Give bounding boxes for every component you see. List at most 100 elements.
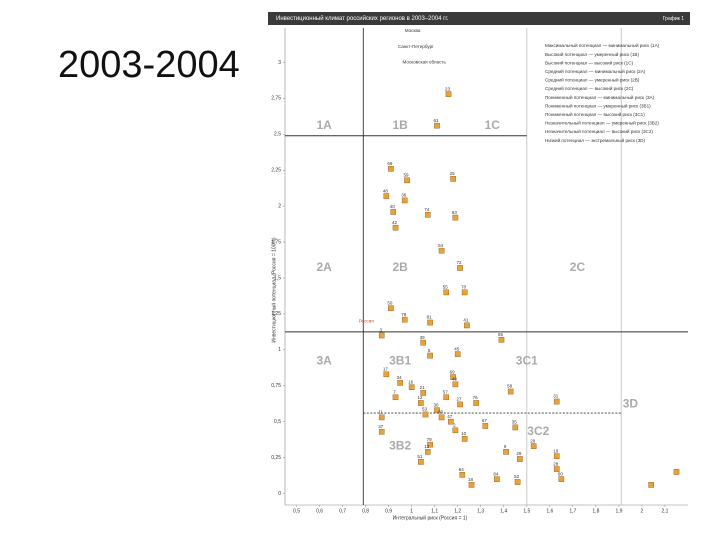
point-label: 9 — [504, 444, 507, 449]
point-label: 13 — [424, 444, 430, 449]
point-label: 51 — [417, 454, 423, 459]
point — [498, 336, 505, 343]
title-bar — [268, 12, 690, 25]
x-axis-label: Интегральный риск (Россия = 1) — [393, 514, 468, 521]
point-label: 66 — [387, 161, 393, 166]
point — [558, 476, 565, 482]
point-label: 25 — [450, 171, 456, 176]
y-tick-label: 2,25 — [271, 168, 281, 174]
y-tick-label: 1 — [278, 347, 281, 353]
point-label: 64 — [459, 467, 465, 472]
point-label: 63 — [452, 210, 458, 215]
legend-item: Пониженный потенциал — минимальный риск … — [545, 94, 655, 100]
zone-label: 2A — [316, 260, 332, 274]
point-label: 60 — [558, 471, 564, 476]
x-tick-label: 1,9 — [615, 508, 622, 514]
point-label: 39 — [420, 335, 426, 340]
point-label: 19 — [553, 448, 559, 453]
point — [434, 122, 440, 129]
point — [383, 371, 390, 378]
point-label: 28 — [553, 461, 559, 466]
point-label: 80 — [438, 410, 444, 415]
point-label: 31 — [553, 394, 559, 399]
point — [553, 398, 560, 405]
point-label: 10 — [461, 431, 467, 436]
x-tick-label: 0,5 — [293, 508, 300, 514]
x-tick-label: 2 — [641, 508, 644, 514]
point — [450, 374, 456, 380]
zone-label: 3B1 — [389, 353, 411, 367]
point — [424, 211, 431, 218]
legend-item: Высокий потенциал — умеренный риск (1B) — [545, 51, 639, 57]
point-label: 57 — [443, 389, 449, 394]
y-tick-label: 2,75 — [271, 96, 281, 102]
point-label: 79 — [427, 437, 433, 442]
x-tick-label: 1,7 — [569, 508, 576, 514]
point-label: 3 — [379, 328, 382, 333]
zone-label: 3D — [623, 397, 639, 411]
annotation: Московская область — [402, 60, 446, 65]
point-label: 47 — [447, 414, 453, 419]
point — [404, 177, 410, 184]
chart-frame — [268, 12, 690, 530]
zone-label: 3C1 — [516, 353, 538, 367]
point-label: 40 — [390, 204, 396, 209]
x-tick-label: 1,3 — [477, 508, 484, 514]
point-label: 69 — [450, 369, 456, 374]
x-tick-label: 0,6 — [316, 508, 323, 514]
annotation: Санкт-Петербург — [398, 44, 434, 49]
point-label: 65 — [498, 332, 504, 337]
y-tick-label: 1,5 — [274, 275, 281, 281]
point-label: 74 — [424, 207, 430, 212]
point-label: 58 — [507, 384, 513, 389]
point — [461, 436, 468, 442]
point — [388, 305, 394, 311]
x-tick-label: 1,8 — [592, 508, 599, 514]
point — [673, 469, 680, 475]
point-label: 81 — [427, 315, 433, 320]
legend-item: Высокий потенциал — высокий риск (1C) — [545, 59, 634, 65]
point-label: 48 — [383, 188, 389, 193]
point-label: 37 — [378, 424, 384, 429]
point — [378, 428, 385, 435]
point — [494, 476, 500, 482]
y-tick-label: 1,75 — [271, 239, 281, 245]
point — [392, 224, 399, 231]
zone-label: 3C2 — [527, 424, 549, 438]
point — [434, 407, 440, 413]
point — [452, 427, 459, 434]
point — [464, 322, 470, 329]
point-label: 23 — [445, 86, 451, 91]
point-label: 50 — [387, 300, 393, 305]
point-label: 84 — [493, 471, 499, 476]
slide-title: 2003-2004 — [58, 44, 240, 86]
point — [438, 247, 445, 254]
point — [401, 197, 408, 204]
point-label: 55 — [443, 285, 449, 290]
point — [448, 418, 454, 425]
legend-item: Средний потенциал — умеренный риск (2B) — [545, 77, 640, 83]
point — [459, 472, 466, 478]
legend-item: Средний потенциал — высокий риск (2C) — [545, 85, 634, 91]
point — [457, 265, 463, 271]
point-label: 54 — [438, 243, 444, 248]
x-tick-label: 0,9 — [385, 508, 392, 514]
point-label: 78 — [401, 312, 407, 317]
point — [450, 176, 456, 182]
y-tick-label: 0,5 — [274, 419, 281, 425]
point — [457, 401, 463, 408]
point-label: 5 — [428, 348, 431, 353]
point — [461, 289, 468, 296]
point — [553, 453, 560, 459]
y-tick-label: 2 — [278, 203, 281, 209]
point-label: 29 — [516, 451, 522, 456]
point-label: 20 — [530, 438, 536, 443]
point — [468, 482, 475, 488]
x-tick-label: 1 — [410, 508, 413, 514]
point — [443, 289, 450, 296]
point — [420, 390, 426, 396]
point-label: 52 — [514, 474, 520, 479]
legend-item: Максимальный потенциал — минимальный рис… — [545, 42, 660, 48]
point-label: 36 — [401, 193, 407, 198]
